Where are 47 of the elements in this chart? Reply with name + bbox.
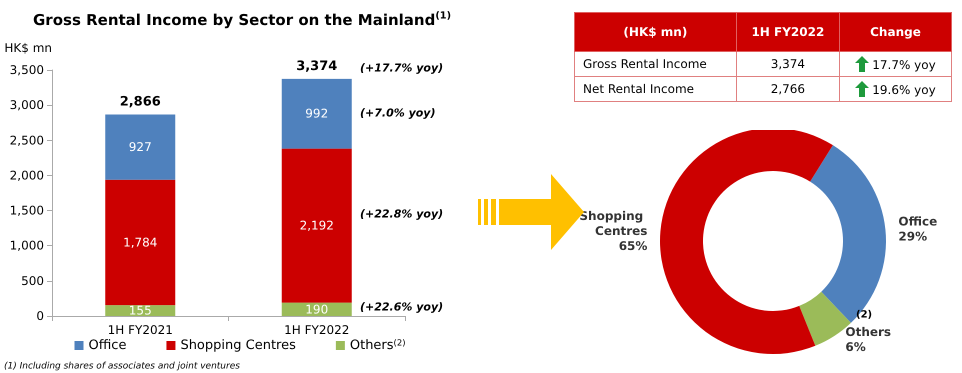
y-tick-label: 3,500: [10, 63, 44, 77]
text: 2,766: [770, 82, 806, 96]
y-tick-label: 0: [36, 309, 44, 323]
legend-label: Office: [88, 338, 126, 353]
bar: [105, 180, 176, 306]
bar: [105, 114, 176, 180]
y-tick-label: 2,500: [10, 133, 44, 148]
annotation: (+22.8% yoy): [360, 208, 444, 220]
category-label: 1H FY2022: [736, 12, 840, 52]
text: 19.6% yoy: [872, 83, 936, 97]
x-tick-label: 1H FY2021: [108, 323, 173, 337]
data-label: 1,784: [123, 235, 158, 250]
data-label: 155: [128, 304, 152, 318]
y-tick-label: 500: [21, 274, 44, 288]
total-label: 3,374: [296, 58, 338, 74]
slice-label: Others: [845, 324, 892, 339]
data-label: 190: [305, 302, 328, 316]
text: (2): [856, 310, 872, 320]
category-label: Net Rental Income: [583, 82, 694, 96]
data-label: 992: [305, 106, 328, 121]
data-label: 29%: [898, 230, 928, 244]
text: 3,374: [770, 57, 806, 71]
annotation: (+17.7% yoy): [360, 62, 444, 74]
y-tick-label: 2,000: [10, 168, 44, 182]
annotation: (+7.0% yoy): [360, 106, 436, 120]
y-axis-title: HK$ mn: [4, 41, 52, 55]
data-label: 2,192: [300, 218, 334, 233]
text: (1) Including shares of associates and joint ventures: [4, 362, 240, 372]
y-tick-label: 3,000: [10, 98, 44, 112]
text: 17.7% yoy: [872, 58, 936, 72]
slice-label: Shopping Centres: [579, 208, 648, 238]
annotation: (+22.6% yoy): [360, 300, 444, 314]
data-label: 6%: [845, 340, 866, 354]
y-tick-label: 1,000: [10, 238, 44, 253]
category-label: Gross Rental Income: [583, 57, 707, 71]
bar: [282, 148, 352, 303]
bar: [282, 78, 352, 149]
bar: [105, 305, 176, 316]
data-label: 65%: [618, 238, 648, 253]
category-label: Change: [839, 12, 952, 52]
total-label: 2,866: [120, 94, 161, 110]
category-label: (HK$ mn): [574, 12, 736, 52]
y-tick-label: 1,500: [10, 204, 44, 218]
legend-label: Shopping Centres: [180, 338, 296, 353]
bar: [282, 302, 352, 316]
slice-label: Office: [898, 214, 938, 229]
data-label: 927: [128, 140, 152, 154]
